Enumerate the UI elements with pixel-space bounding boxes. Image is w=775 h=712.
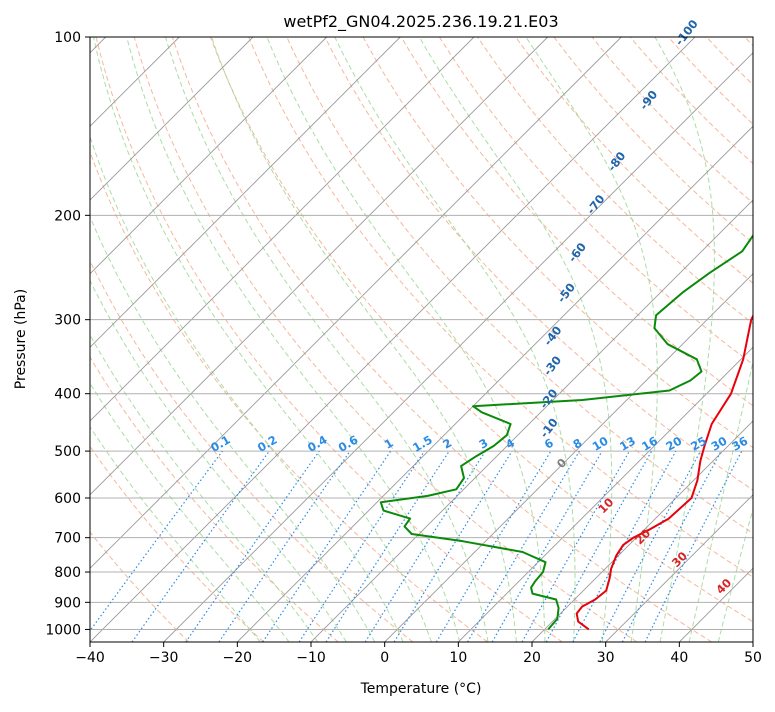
moist-adiabat-line (166, 37, 489, 642)
mixing-ratio-label: 2 (440, 436, 454, 452)
dry-adiabat-line (668, 37, 775, 642)
isotherm-line (458, 37, 775, 642)
theta-e-label: -80 (605, 149, 629, 174)
dry-adiabat-line (745, 37, 775, 642)
mixing-ratio-line (326, 451, 449, 642)
x-tick-label: 0 (380, 650, 389, 666)
x-tick-label: −20 (223, 650, 253, 666)
isotherm-line (0, 37, 548, 642)
chart-title: wetPf2_GN04.2025.236.19.21.E03 (283, 12, 558, 32)
y-tick-label: 700 (54, 531, 81, 547)
isotherm-line (0, 37, 253, 642)
x-tick-label: −30 (149, 650, 179, 666)
moist-adiabat-line (65, 37, 404, 642)
profiles (381, 37, 775, 629)
dry-adiabat-line (172, 37, 711, 642)
dry-adiabat-line (707, 37, 775, 642)
dry-adiabat-label: 40 (713, 576, 734, 597)
x-tick-label: −10 (296, 650, 326, 666)
x-tick-label: 30 (597, 650, 615, 666)
y-tick-label: 200 (54, 208, 81, 224)
mixing-ratio-line (299, 451, 424, 642)
isotherm-line (0, 37, 327, 642)
dewpoint-profile-line (381, 37, 775, 629)
isotherm-line (90, 37, 695, 642)
mixing-ratio-line (263, 451, 391, 642)
moist-adiabat-line (212, 37, 517, 642)
mixing-ratio-line (600, 451, 701, 642)
y-axis-label: Pressure (hPa) (13, 289, 29, 389)
dry-adiabat-label: 30 (669, 549, 690, 570)
mixing-ratio-label: 8 (570, 436, 584, 452)
isotherm-line (16, 37, 621, 642)
mixing-ratio-line (82, 451, 223, 642)
moist-adiabat-line (0, 37, 260, 642)
isotherm-line (679, 37, 775, 642)
isotherm-line (237, 37, 775, 642)
x-tick-label: 10 (449, 650, 467, 666)
dry-adiabat-label: 0 (554, 455, 570, 471)
dry-adiabat-line (363, 37, 775, 642)
theta-e-label: -100 (672, 17, 701, 48)
moist-adiabat-line (39, 37, 375, 642)
y-tick-label: 900 (54, 595, 81, 611)
y-tick-label: 800 (54, 565, 81, 581)
theta-e-label: -60 (565, 240, 589, 265)
mixing-ratio-line (622, 451, 721, 642)
isotherm-line (753, 37, 775, 642)
x-axis-label: Temperature (°C) (360, 681, 482, 697)
moist-adiabat-line (94, 37, 432, 642)
dry-adiabat-line (20, 37, 413, 642)
isotherm-line (0, 37, 400, 642)
moist-adiabat-line (0, 37, 318, 642)
y-tick-label: 100 (54, 30, 81, 46)
theta-e-label: -70 (584, 192, 608, 217)
x-tick-label: 20 (523, 650, 541, 666)
mixing-ratio-line (468, 451, 580, 642)
x-tick-label: 40 (670, 650, 688, 666)
y-tick-label: 300 (54, 313, 81, 329)
x-tick-label: −40 (75, 650, 105, 666)
moist-adiabat-line (689, 37, 775, 642)
y-tick-label: 400 (54, 387, 81, 403)
isotherm-line (385, 37, 775, 642)
y-tick-label: 1000 (45, 622, 81, 638)
x-tick-label: 50 (744, 650, 762, 666)
y-tick-label: 600 (54, 491, 81, 507)
dry-adiabat-line (0, 37, 338, 642)
theta-e-label: -20 (537, 386, 561, 411)
y-tick-label: 500 (54, 444, 81, 460)
background-lines (0, 37, 775, 642)
mixing-ratio-line (573, 451, 676, 642)
mixing-ratio-line (546, 451, 651, 642)
mixing-ratio-line (219, 451, 350, 642)
dry-adiabat-line (0, 37, 264, 642)
theta-e-label: -40 (541, 323, 565, 348)
isotherm-line (0, 37, 474, 642)
isotherm-line (532, 37, 775, 642)
mixing-ratio-label: 1 (382, 436, 396, 452)
